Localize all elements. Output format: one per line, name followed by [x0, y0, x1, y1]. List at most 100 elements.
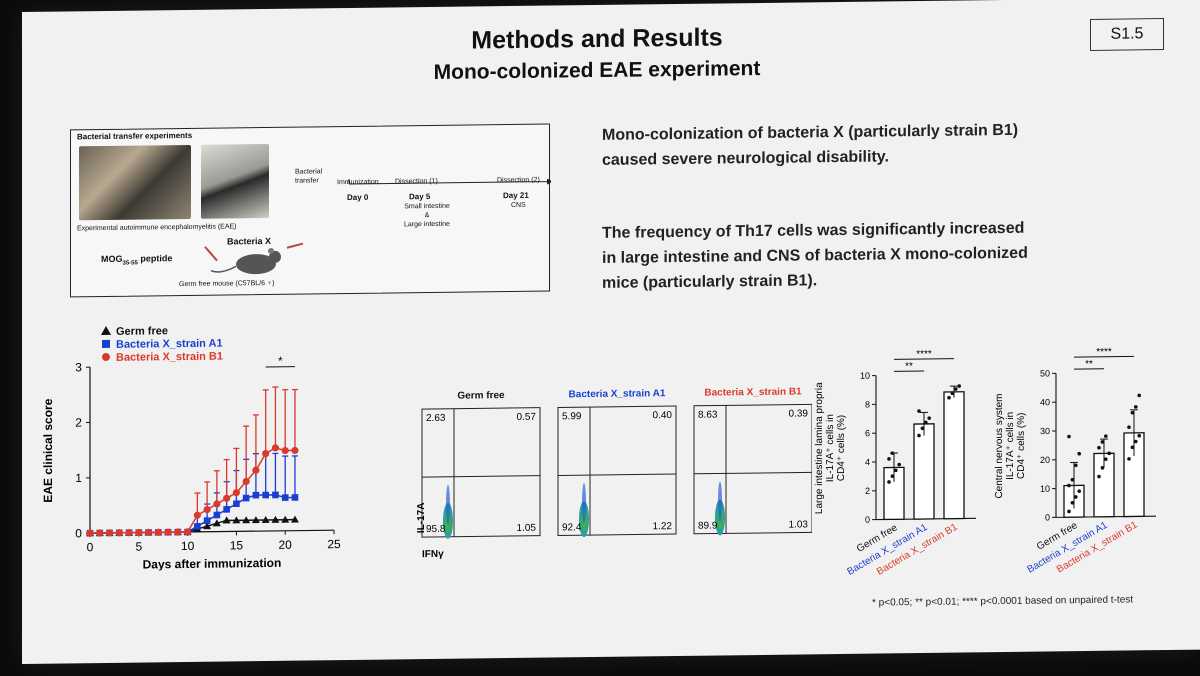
- data-point: [125, 529, 133, 537]
- data-point: [144, 528, 153, 537]
- timeline-day-1: Day 5: [409, 192, 431, 202]
- timeline-detail-1b: &: [424, 212, 430, 220]
- data-point: [1127, 457, 1131, 461]
- timeline-detail-2: CNS: [511, 201, 526, 210]
- data-point: [887, 457, 891, 461]
- data-point: [290, 515, 299, 523]
- x-tick-label: 5: [135, 540, 142, 554]
- syringe-right-icon: [286, 242, 304, 249]
- flow-panel-0: Germ free 2.63 0.57 95.8 1.05: [421, 390, 541, 539]
- data-point: [1134, 405, 1138, 409]
- y-tick-label: 2: [75, 416, 82, 430]
- timeline-header-0: Immunization: [337, 178, 379, 187]
- data-point: [897, 462, 901, 467]
- syringe-left-icon: [204, 246, 218, 262]
- data-point: [1100, 466, 1105, 470]
- flow-plot-frame: [421, 407, 541, 538]
- data-point: [262, 491, 269, 499]
- quadrant-top-right: 0.40: [653, 410, 673, 421]
- legend-label: Bacteria X_strain A1: [116, 338, 223, 351]
- timeline-day-2: Day 21: [503, 190, 529, 201]
- cns-bar-chart: 0 10 20 30 40 50 Central nervous system IL-17A⁺…: [994, 347, 1156, 576]
- y-tick-label: 30: [1040, 426, 1050, 436]
- mouse-caption: Germ free mouse (C57BL/6 ♀): [179, 279, 275, 289]
- data-point: [242, 494, 250, 502]
- finding-1: Mono-colonization of bacteria X (particu…: [602, 118, 1018, 173]
- data-point: [1077, 489, 1081, 493]
- data-point: [950, 391, 955, 396]
- flow-panel-title: Bacteria X_strain A1: [569, 388, 666, 400]
- significance-bracket: [1074, 355, 1134, 358]
- data-point: [924, 420, 928, 425]
- data-point: [96, 529, 104, 537]
- data-point: [1134, 439, 1138, 444]
- data-point: [115, 529, 123, 537]
- gate-horizontal: [422, 475, 540, 478]
- cell-population-tail: [718, 481, 722, 522]
- flow-plots: Germ free 2.63 0.57 95.8 1.05 Bacteria X_stra…: [416, 386, 813, 560]
- data-point: [1104, 434, 1108, 438]
- data-point: [232, 489, 240, 497]
- quadrant-top-left: 8.63: [698, 409, 718, 420]
- x-tick-label: 10: [181, 539, 195, 553]
- y-tick-label: 6: [865, 428, 870, 438]
- y-axis-label: CD4⁺ cells (%): [836, 415, 847, 482]
- data-point: [1074, 495, 1078, 499]
- series-2: [86, 386, 299, 537]
- y-axis-label: CD4⁺ cells (%): [1016, 413, 1027, 480]
- quadrant-top-left: 2.63: [426, 413, 446, 424]
- timeline-header-2: Dissection (2): [497, 176, 540, 185]
- quadrant-bottom-left: 89.9: [698, 520, 718, 531]
- data-point: [262, 449, 270, 458]
- data-point: [242, 516, 251, 524]
- y-tick-label: 10: [1040, 484, 1050, 494]
- data-point: [1067, 509, 1071, 514]
- data-point: [184, 528, 192, 536]
- data-point: [271, 515, 280, 523]
- flow-plot-frame: [557, 405, 677, 536]
- y-tick-label: 0: [75, 526, 82, 540]
- data-point: [223, 494, 231, 502]
- data-point: [887, 480, 891, 484]
- y-axis-label: IL-17A⁺ cells in: [825, 414, 836, 482]
- y-tick-label: 2: [865, 486, 870, 496]
- timeline-detail-1c: Large intestine: [404, 220, 450, 229]
- quadrant-bottom-right: 1.03: [789, 519, 809, 530]
- finding-2: The frequency of Th17 cells was signific…: [602, 216, 1028, 296]
- data-point: [135, 528, 143, 537]
- data-point: [193, 511, 201, 519]
- significance-label: ****: [1096, 347, 1112, 358]
- data-point: [1067, 483, 1071, 488]
- legend-marker: [102, 352, 110, 361]
- data-point: [917, 433, 921, 438]
- y-tick-label: 50: [1040, 368, 1050, 378]
- data-point: [1107, 451, 1111, 456]
- finding-1-line-1: Mono-colonization of bacteria X (particu…: [602, 121, 1019, 144]
- data-point: [1130, 445, 1135, 450]
- y-tick-label: 20: [1040, 455, 1050, 465]
- y-axis-label: IL-17A⁺ cells in: [1005, 412, 1016, 480]
- data-point: [154, 528, 162, 536]
- significance-label: *: [278, 354, 283, 368]
- y-tick-label: 1: [75, 471, 82, 485]
- data-point: [957, 384, 961, 388]
- significance-label: **: [1085, 359, 1093, 370]
- significance-label: **: [905, 361, 913, 372]
- data-point: [251, 516, 260, 524]
- data-point: [1137, 433, 1141, 438]
- series-line: [90, 447, 295, 534]
- x-tick-label: 25: [327, 537, 341, 551]
- y-axis-label: EAE clinical score: [41, 398, 55, 503]
- data-point: [1127, 425, 1131, 429]
- data-point: [920, 426, 925, 431]
- data-point: [252, 466, 260, 474]
- flow-panel-1: Bacteria X_strain A1 5.99 0.40 92.4 1.22: [557, 388, 677, 538]
- timeline-diagram: [348, 178, 551, 185]
- flow-panel-title: Germ free: [457, 390, 505, 402]
- data-point: [890, 474, 895, 478]
- peptide-label: MOG35-55 peptide: [101, 253, 173, 267]
- data-point: [1070, 477, 1075, 482]
- data-point: [242, 477, 250, 486]
- data-point: [271, 444, 280, 452]
- data-point: [1137, 393, 1141, 398]
